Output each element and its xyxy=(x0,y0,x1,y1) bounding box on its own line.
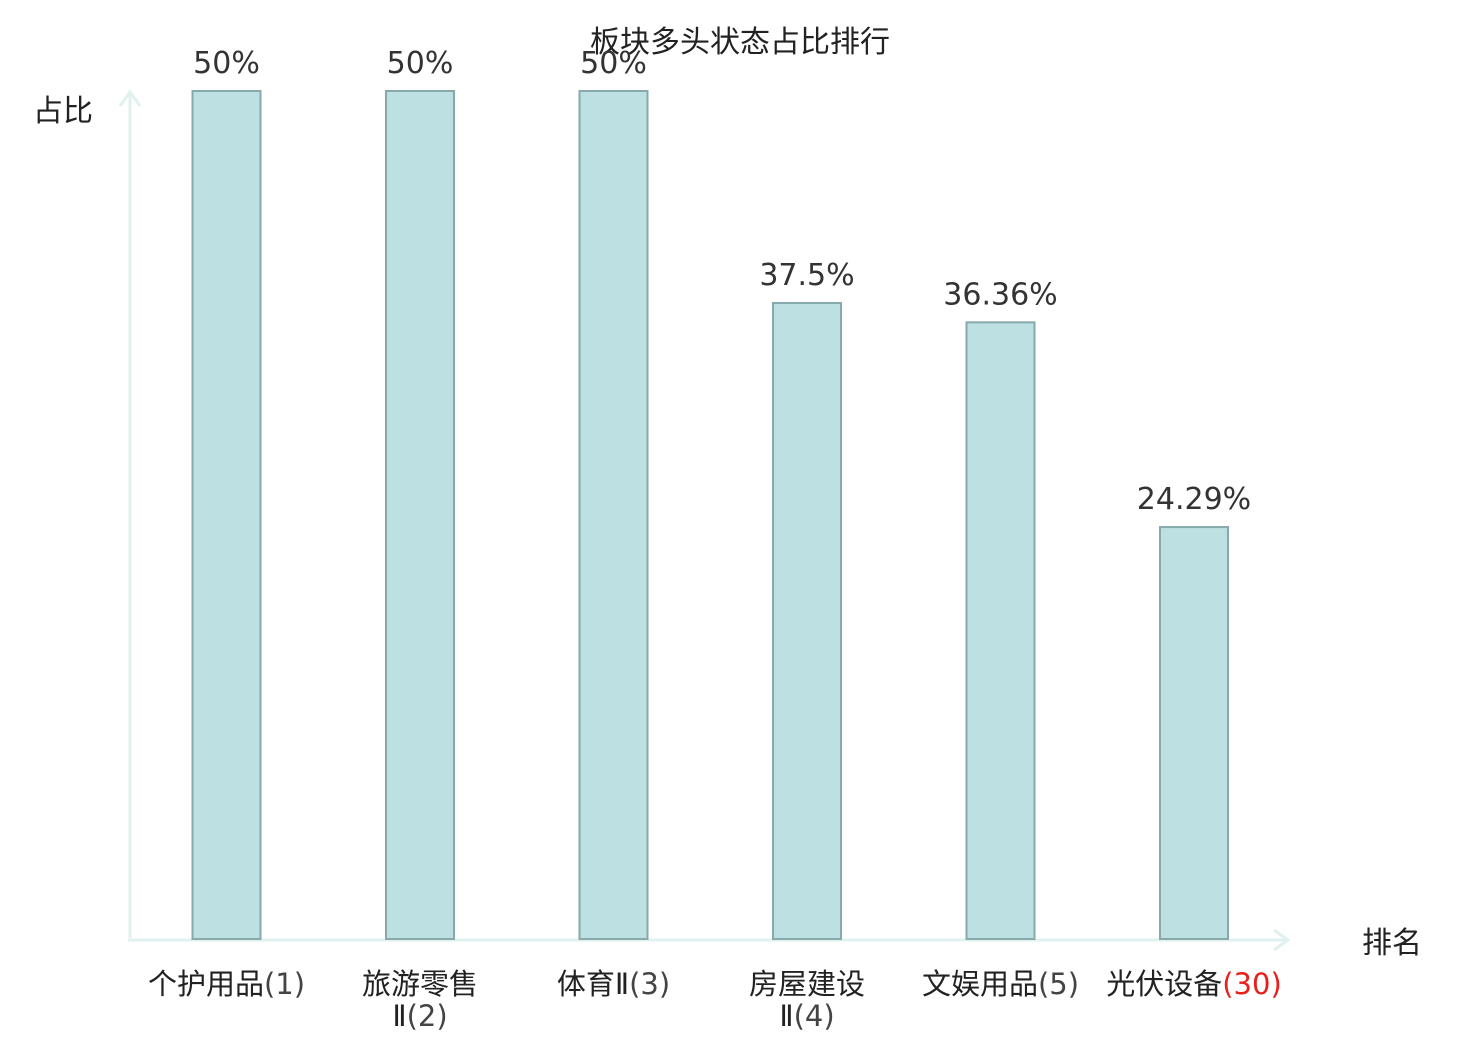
bar xyxy=(965,321,1036,940)
tick-label-name: 体育Ⅱ xyxy=(557,967,629,1001)
bars xyxy=(191,90,1229,941)
bar-value-label: 50% xyxy=(580,46,647,81)
tick-label-rank: (4) xyxy=(794,999,835,1033)
x-tick-label: Ⅱ(2) xyxy=(392,999,447,1033)
tick-label-name: Ⅱ xyxy=(392,999,406,1033)
x-tick-label: 房屋建设 xyxy=(749,967,865,1001)
bar-value-label: 50% xyxy=(193,46,260,81)
tick-label-name: Ⅱ xyxy=(779,999,793,1033)
tick-label-name: 文娱用品 xyxy=(922,967,1038,1001)
bar-value-label: 37.5% xyxy=(759,258,854,293)
bar-value-label: 36.36% xyxy=(943,277,1057,312)
x-tick-label: 体育Ⅱ(3) xyxy=(557,967,670,1001)
x-axis-arrow xyxy=(1273,928,1291,952)
x-tick-label: 个护用品(1) xyxy=(148,967,305,1001)
x-tick-label: 旅游零售 xyxy=(362,967,478,1001)
chart-title: 板块多头状态占比排行 xyxy=(590,25,890,60)
tick-label-rank: (2) xyxy=(407,999,448,1033)
tick-label-name: 房屋建设 xyxy=(749,967,865,1001)
bar-value-label: 24.29% xyxy=(1137,482,1251,517)
tick-label-name: 个护用品 xyxy=(148,967,264,1001)
tick-label-name: 光伏设备 xyxy=(1106,967,1222,1001)
x-tick-label: 光伏设备(30) xyxy=(1106,967,1282,1001)
x-tick-label: 文娱用品(5) xyxy=(922,967,1079,1001)
value-labels: 50% 50% 50% 37.5% 36.36% 24.29% xyxy=(193,46,1251,517)
bar xyxy=(385,90,455,940)
tick-label-name: 旅游零售 xyxy=(362,967,478,1001)
tick-label-rank: (1) xyxy=(264,967,305,1001)
bar xyxy=(772,302,842,940)
axes xyxy=(118,89,1291,952)
x-tick-label: Ⅱ(4) xyxy=(779,999,834,1033)
bar xyxy=(1159,526,1229,941)
bar-value-label: 50% xyxy=(387,46,454,81)
tick-label-rank: (5) xyxy=(1038,967,1079,1001)
x-axis-label: 排名 xyxy=(1362,926,1422,961)
y-axis-arrow xyxy=(118,89,142,107)
y-axis-label: 占比 xyxy=(33,94,93,129)
tick-label-rank: (30) xyxy=(1222,967,1282,1001)
bar xyxy=(191,90,262,940)
bar xyxy=(578,90,649,940)
tick-label-rank: (3) xyxy=(629,967,670,1001)
